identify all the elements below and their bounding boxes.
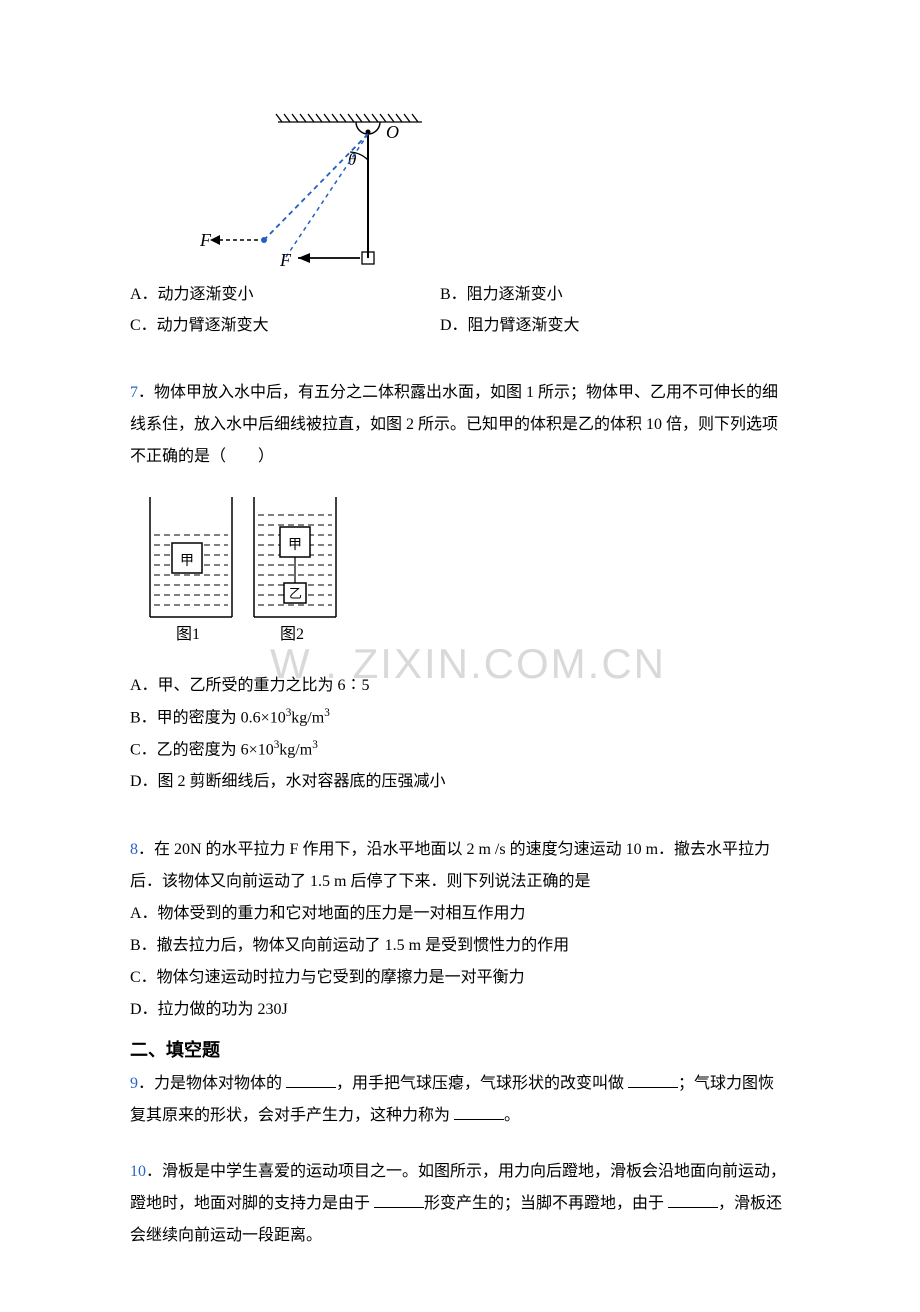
- question-8: 8．在 20N 的水平拉力 F 作用下，沿水平地面以 2 m /s 的速度匀速运…: [130, 834, 790, 898]
- q10-blank-1: [374, 1191, 424, 1208]
- svg-text:F: F: [279, 250, 292, 270]
- q7-text: ．物体甲放入水中后，有五分之二体积露出水面，如图 1 所示；物体甲、乙用不可伸长…: [130, 384, 778, 465]
- svg-text:甲: 甲: [180, 554, 194, 569]
- q8-option-b: B．撤去拉力后，物体又向前运动了 1.5 m 是受到惯性力的作用: [130, 930, 790, 962]
- svg-text:θ: θ: [348, 150, 356, 169]
- svg-text:图2: 图2: [280, 626, 304, 643]
- figure-tanks: 甲 图1: [142, 487, 790, 660]
- svg-text:F: F: [200, 230, 212, 250]
- q7-option-d: D．图 2 剪断细线后，水对容器底的压强减小: [130, 766, 790, 798]
- q8-number: 8: [130, 841, 138, 858]
- q7-option-b: B．甲的密度为 0.6×103kg/m3: [130, 702, 790, 734]
- q6-option-c: C．动力臂逐渐变大: [130, 312, 440, 341]
- question-10: 10．滑板是中学生喜爱的运动项目之一。如图所示，用力向后蹬地，滑板会沿地面向前运…: [130, 1156, 790, 1252]
- svg-text:图1: 图1: [176, 626, 200, 643]
- q9-blank-3: [454, 1103, 504, 1120]
- q8-option-a: A．物体受到的重力和它对地面的压力是一对相互作用力: [130, 898, 790, 930]
- q9-blank-2: [628, 1071, 678, 1088]
- q9-number: 9: [130, 1075, 138, 1092]
- q6-options-row1: A．动力逐渐变小 B．阻力逐渐变小: [130, 281, 790, 310]
- q8-text: ．在 20N 的水平拉力 F 作用下，沿水平地面以 2 m /s 的速度匀速运动…: [130, 841, 770, 890]
- svg-text:甲: 甲: [288, 538, 302, 553]
- q6-option-a: A．动力逐渐变小: [130, 281, 440, 310]
- question-9: 9．力是物体对物体的 ，用手把气球压瘪，气球形状的改变叫做 ；气球力图恢复其原来…: [130, 1068, 790, 1132]
- q6-options-row2: C．动力臂逐渐变大 D．阻力臂逐渐变大: [130, 312, 790, 341]
- q10-number: 10: [130, 1163, 146, 1180]
- q8-option-c: C．物体匀速运动时拉力与它受到的摩擦力是一对平衡力: [130, 962, 790, 994]
- q6-option-b: B．阻力逐渐变小: [440, 281, 790, 310]
- svg-text:乙: 乙: [289, 586, 302, 601]
- figure-lever: O θ F F: [200, 110, 790, 275]
- question-7: 7．物体甲放入水中后，有五分之二体积露出水面，如图 1 所示；物体甲、乙用不可伸…: [130, 377, 790, 473]
- q7-number: 7: [130, 384, 138, 401]
- svg-text:O: O: [386, 122, 399, 142]
- section-2-title: 二、填空题: [130, 1036, 790, 1062]
- q6-option-d: D．阻力臂逐渐变大: [440, 312, 790, 341]
- q9-blank-1: [286, 1071, 336, 1088]
- q7-option-c: C．乙的密度为 6×103kg/m3: [130, 734, 790, 766]
- q7-option-a: A．甲、乙所受的重力之比为 6∶5: [130, 670, 790, 702]
- q10-blank-2: [668, 1191, 718, 1208]
- q8-option-d: D．拉力做的功为 230J: [130, 994, 790, 1026]
